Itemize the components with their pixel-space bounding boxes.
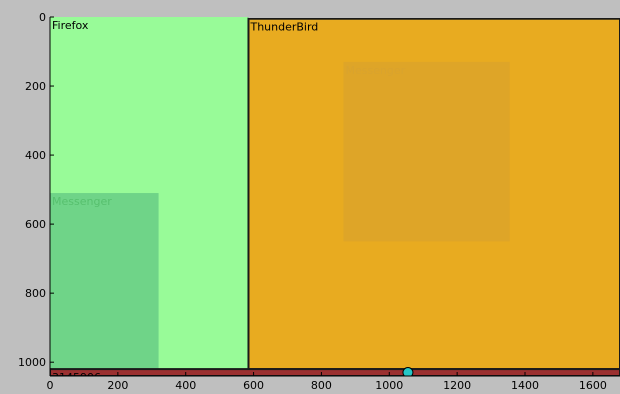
y-tick-label: 400: [25, 149, 46, 162]
marker-point: [402, 367, 414, 376]
region-bottom-bar: [50, 368, 620, 376]
y-tick-label: 800: [25, 287, 46, 300]
region-messenger-left: [50, 193, 159, 370]
y-tick-label: 200: [25, 80, 46, 93]
x-tick-label: 1200: [443, 379, 471, 392]
region-label-messenger-left: Messenger: [52, 195, 112, 208]
plot-area: Firefox Messenger ThunderBird Messenger 3145…: [50, 17, 620, 384]
x-tick-label: 800: [311, 379, 332, 392]
axes: 0 200 400 600 800 1000 1200 1400 1600 0 200 400 600…: [18, 11, 620, 392]
region-label-messenger-right: Messenger: [345, 64, 405, 77]
x-tick-label: 1000: [375, 379, 403, 392]
regions: Firefox Messenger ThunderBird Messenger 3145…: [50, 17, 620, 384]
y-ticks: 0 200 400 600 800 1000: [18, 11, 54, 369]
region-label-bottom-bar: 3145906: [52, 371, 101, 384]
region-label-thunderbird: ThunderBird: [249, 21, 318, 34]
y-tick-label: 600: [25, 218, 46, 231]
x-tick-label: 1400: [511, 379, 539, 392]
x-ticks: 0 200 400 600 800 1000 1200 1400 1600: [47, 372, 607, 392]
x-tick-label: 0: [47, 379, 54, 392]
region-messenger-right: [343, 61, 510, 242]
x-tick-label: 600: [243, 379, 264, 392]
x-tick-label: 200: [107, 379, 128, 392]
y-tick-label: 1000: [18, 356, 46, 369]
y-tick-label: 0: [39, 11, 46, 24]
region-label-firefox: Firefox: [52, 19, 89, 32]
x-tick-label: 400: [175, 379, 196, 392]
x-tick-label: 1600: [579, 379, 607, 392]
